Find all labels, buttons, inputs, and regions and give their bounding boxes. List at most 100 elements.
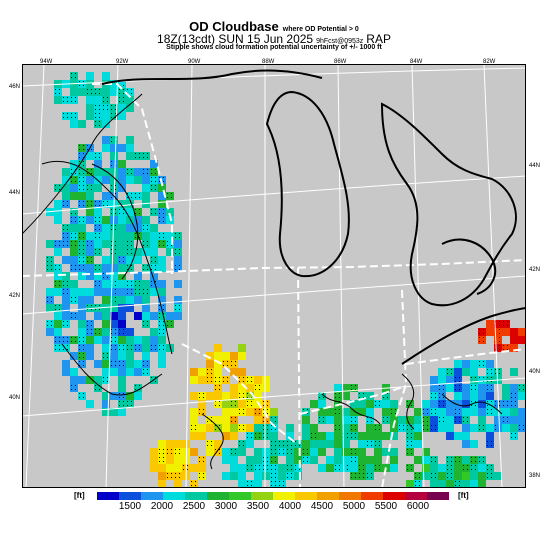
- cloudbase-cell: [454, 400, 462, 408]
- stipple-cell: [126, 264, 134, 272]
- cloudbase-cell: [310, 440, 318, 448]
- cloudbase-cell: [134, 296, 142, 304]
- cloudbase-cell: [246, 384, 254, 392]
- stipple-cell: [374, 464, 382, 472]
- cloudbase-cell: [438, 472, 446, 480]
- cloudbase-cell: [54, 216, 62, 224]
- cloudbase-cell: [110, 352, 118, 360]
- stipple-cell: [286, 472, 294, 480]
- colorbar-tick-label: 6000: [406, 501, 430, 512]
- cloudbase-cell: [158, 184, 166, 192]
- stipple-cell: [78, 144, 86, 152]
- stipple-cell: [78, 152, 86, 160]
- stipple-cell: [78, 80, 86, 88]
- cloudbase-cell: [310, 400, 318, 408]
- cloudbase-cell: [78, 296, 86, 304]
- cloudbase-cell: [486, 360, 494, 368]
- stipple-cell: [430, 408, 438, 416]
- cloudbase-cell: [238, 352, 246, 360]
- cloudbase-cell: [374, 448, 382, 456]
- cloudbase-cell: [478, 392, 486, 400]
- cloudbase-cell: [462, 400, 470, 408]
- lat-label: 40N: [9, 395, 21, 401]
- cloudbase-cell: [318, 448, 326, 456]
- cloudbase-cell: [438, 376, 446, 384]
- stipple-cell: [278, 440, 286, 448]
- cloudbase-cell: [254, 424, 262, 432]
- cloudbase-cell: [174, 280, 182, 288]
- lat-label: 44N: [529, 163, 541, 169]
- stipple-cell: [510, 432, 518, 440]
- cloudbase-cell: [70, 160, 78, 168]
- cloudbase-cell: [310, 456, 318, 464]
- cloudbase-cell: [182, 440, 190, 448]
- stipple-cell: [454, 480, 462, 488]
- cloudbase-cell: [94, 272, 102, 280]
- cloudbase-cell: [286, 456, 294, 464]
- cloudbase-cell: [134, 168, 142, 176]
- stipple-cell: [126, 168, 134, 176]
- cloudbase-cell: [222, 432, 230, 440]
- stipple-cell: [414, 480, 422, 488]
- cloudbase-cell: [150, 232, 158, 240]
- cloudbase-cell: [174, 312, 182, 320]
- cloudbase-cell: [118, 312, 126, 320]
- cloudbase-cell: [510, 368, 518, 376]
- stipple-cell: [382, 392, 390, 400]
- cloudbase-cell: [150, 160, 158, 168]
- cloudbase-cell: [94, 336, 102, 344]
- cloudbase-cell: [470, 392, 478, 400]
- cloudbase-cell: [262, 376, 270, 384]
- stipple-cell: [430, 472, 438, 480]
- cloudbase-cell: [110, 408, 118, 416]
- cloudbase-cell: [118, 168, 126, 176]
- cloudbase-cell: [78, 120, 86, 128]
- cloudbase-cell: [70, 120, 78, 128]
- stipple-cell: [118, 360, 126, 368]
- cloudbase-cell: [86, 112, 94, 120]
- cloudbase-cell: [158, 280, 166, 288]
- cloudbase-cell: [238, 344, 246, 352]
- cloudbase-cell: [46, 328, 54, 336]
- stipple-cell: [150, 208, 158, 216]
- stipple-cell: [174, 472, 182, 480]
- cloudbase-cell: [158, 200, 166, 208]
- cloudbase-cell: [134, 248, 142, 256]
- stipple-cell: [102, 272, 110, 280]
- colorbar-unit-right: [ft]: [458, 491, 469, 500]
- stipple-cell: [110, 336, 118, 344]
- stipple-cell: [70, 176, 78, 184]
- stipple-cell: [198, 472, 206, 480]
- cloudbase-cell: [158, 440, 166, 448]
- cloudbase-cell: [70, 368, 78, 376]
- stipple-cell: [118, 208, 126, 216]
- lat-label: 46N: [9, 84, 21, 90]
- stipple-cell: [118, 344, 126, 352]
- cloudbase-cell: [494, 472, 502, 480]
- cloudbase-cell: [102, 224, 110, 232]
- stipple-cell: [110, 296, 118, 304]
- cloudbase-cell: [86, 192, 94, 200]
- cloudbase-cell: [214, 344, 222, 352]
- colorbar-swatch: [251, 492, 273, 500]
- cloudbase-cell: [286, 432, 294, 440]
- cloudbase-cell: [230, 456, 238, 464]
- stipple-cell: [486, 400, 494, 408]
- stipple-cell: [118, 328, 126, 336]
- stipple-cell: [134, 208, 142, 216]
- stipple-cell: [166, 472, 174, 480]
- stipple-cell: [254, 432, 262, 440]
- cloudbase-cell: [134, 360, 142, 368]
- cloudbase-cell: [374, 432, 382, 440]
- cloudbase-cell: [206, 392, 214, 400]
- cloudbase-cell: [430, 384, 438, 392]
- cloudbase-cell: [150, 312, 158, 320]
- colorbar-swatch: [273, 492, 295, 500]
- stipple-cell: [78, 240, 86, 248]
- stipple-cell: [334, 464, 342, 472]
- cloudbase-cell: [110, 152, 118, 160]
- cloudbase-cell: [102, 144, 110, 152]
- stipple-cell: [158, 344, 166, 352]
- lat-label: 44N: [9, 190, 21, 196]
- cloudbase-cell: [238, 368, 246, 376]
